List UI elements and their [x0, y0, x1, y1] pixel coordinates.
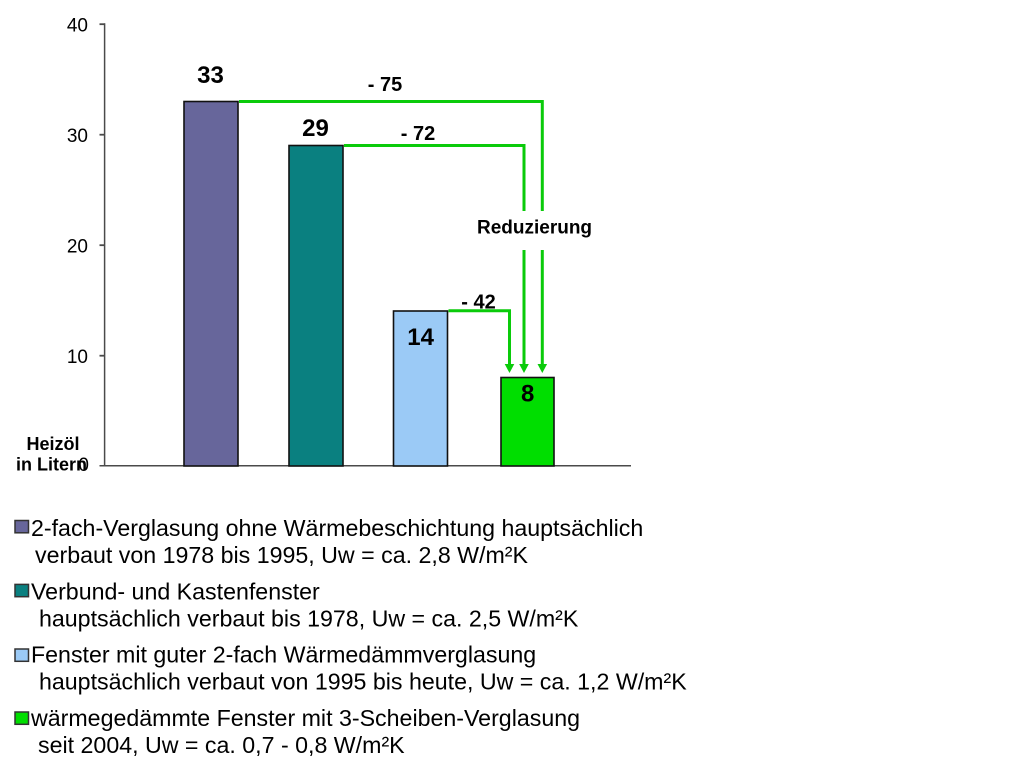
svg-text:20: 20	[67, 236, 88, 257]
svg-text:wärmegedämmte Fenster mit 3-Sc: wärmegedämmte Fenster mit 3-Scheiben-Ver…	[30, 705, 580, 731]
svg-text:29: 29	[302, 115, 329, 142]
svg-text:14: 14	[407, 324, 434, 351]
svg-text:- 72: - 72	[401, 123, 435, 145]
svg-text:10: 10	[67, 347, 88, 368]
svg-text:Fenster mit guter 2-fach Wärme: Fenster mit guter 2-fach Wärmedämmvergla…	[31, 642, 536, 668]
svg-text:hauptsächlich verbaut von 1995: hauptsächlich verbaut von 1995 bis heute…	[39, 669, 687, 695]
svg-text:30: 30	[67, 126, 88, 147]
svg-text:Reduzierung: Reduzierung	[477, 218, 592, 239]
svg-text:8: 8	[521, 381, 534, 408]
svg-text:0: 0	[78, 455, 89, 476]
svg-text:in Litern: in Litern	[16, 455, 87, 475]
svg-text:Verbund- und Kastenfenster: Verbund- und Kastenfenster	[31, 578, 320, 604]
svg-text:hauptsächlich verbaut bis 1978: hauptsächlich verbaut bis 1978, Uw = ca.…	[39, 605, 579, 631]
svg-text:33: 33	[197, 62, 224, 89]
svg-text:- 75: - 75	[368, 74, 402, 96]
svg-text:seit 2004, Uw = ca. 0,7 - 0,8: seit 2004, Uw = ca. 0,7 - 0,8 W/m²K	[38, 732, 405, 758]
svg-text:Heizöl: Heizöl	[26, 434, 79, 454]
svg-text:2-fach-Verglasung ohne Wärmebe: 2-fach-Verglasung ohne Wärmebeschichtung…	[31, 515, 643, 541]
svg-text:verbaut von 1978 bis 1995, Uw: verbaut von 1978 bis 1995, Uw = ca. 2,8 …	[35, 542, 529, 568]
svg-text:- 42: - 42	[461, 292, 495, 314]
svg-text:40: 40	[67, 15, 88, 36]
